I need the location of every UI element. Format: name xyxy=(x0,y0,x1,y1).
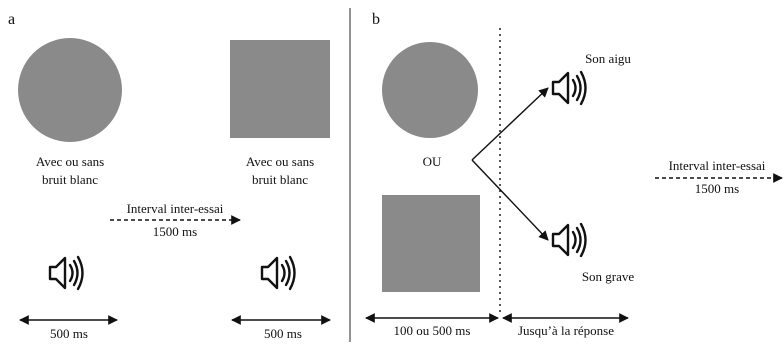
square-stimulus xyxy=(382,195,480,292)
circle-stimulus xyxy=(18,38,122,142)
square-stimulus xyxy=(230,40,330,138)
duration-label-2: 500 ms xyxy=(264,326,302,341)
iti-duration-b: 1500 ms xyxy=(695,181,739,196)
panel-a-label: a xyxy=(8,11,15,28)
speaker-icon xyxy=(551,70,587,106)
circle-stimulus xyxy=(382,42,478,138)
arrow-to-high xyxy=(471,87,549,161)
panel-b-label: b xyxy=(372,11,380,28)
stim2-caption-line2: bruit blanc xyxy=(252,172,308,187)
low-sound-label: Son grave xyxy=(582,269,635,284)
arrow-to-low xyxy=(471,159,549,241)
iti-label-b: Interval inter-essai xyxy=(669,158,766,173)
stim-duration-label: 100 ou 500 ms xyxy=(394,323,471,338)
or-label: OU xyxy=(423,154,442,169)
response-window-label: Jusqu’à la réponse xyxy=(518,323,614,338)
high-sound-label: Son aigu xyxy=(585,51,631,66)
iti-label-a: Interval inter-essai xyxy=(127,201,224,216)
stim1-caption-line2: bruit blanc xyxy=(42,172,98,187)
iti-duration-a: 1500 ms xyxy=(153,224,197,239)
stim1-caption-line1: Avec ou sans xyxy=(36,154,104,169)
speaker-icon xyxy=(48,255,84,291)
speaker-icon xyxy=(260,255,296,291)
speaker-icon xyxy=(551,222,587,258)
stim2-caption-line1: Avec ou sans xyxy=(246,154,314,169)
duration-label-1: 500 ms xyxy=(50,326,88,341)
